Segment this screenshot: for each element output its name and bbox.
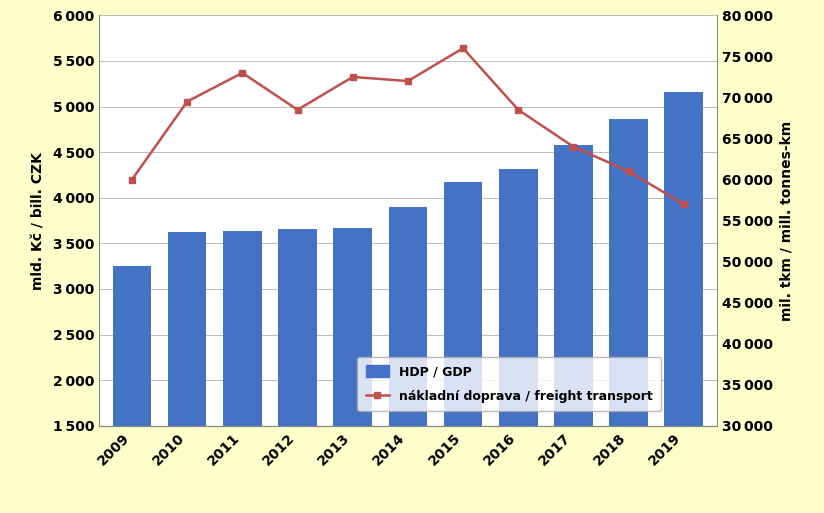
Bar: [279, 229, 317, 513]
Bar: [113, 266, 152, 513]
Bar: [609, 120, 648, 513]
Bar: [444, 182, 482, 513]
Bar: [334, 228, 372, 513]
Bar: [499, 169, 537, 513]
Legend: HDP / GDP, nákladní doprava / freight transport: HDP / GDP, nákladní doprava / freight tr…: [358, 357, 661, 411]
Bar: [554, 145, 592, 513]
Y-axis label: mil. tkm / mill. tonnes-km: mil. tkm / mill. tonnes-km: [780, 121, 794, 321]
Y-axis label: mld. Kč / bill. CZK: mld. Kč / bill. CZK: [31, 152, 45, 289]
Bar: [168, 232, 207, 513]
Bar: [223, 231, 262, 513]
Bar: [389, 207, 427, 513]
Bar: [664, 92, 703, 513]
